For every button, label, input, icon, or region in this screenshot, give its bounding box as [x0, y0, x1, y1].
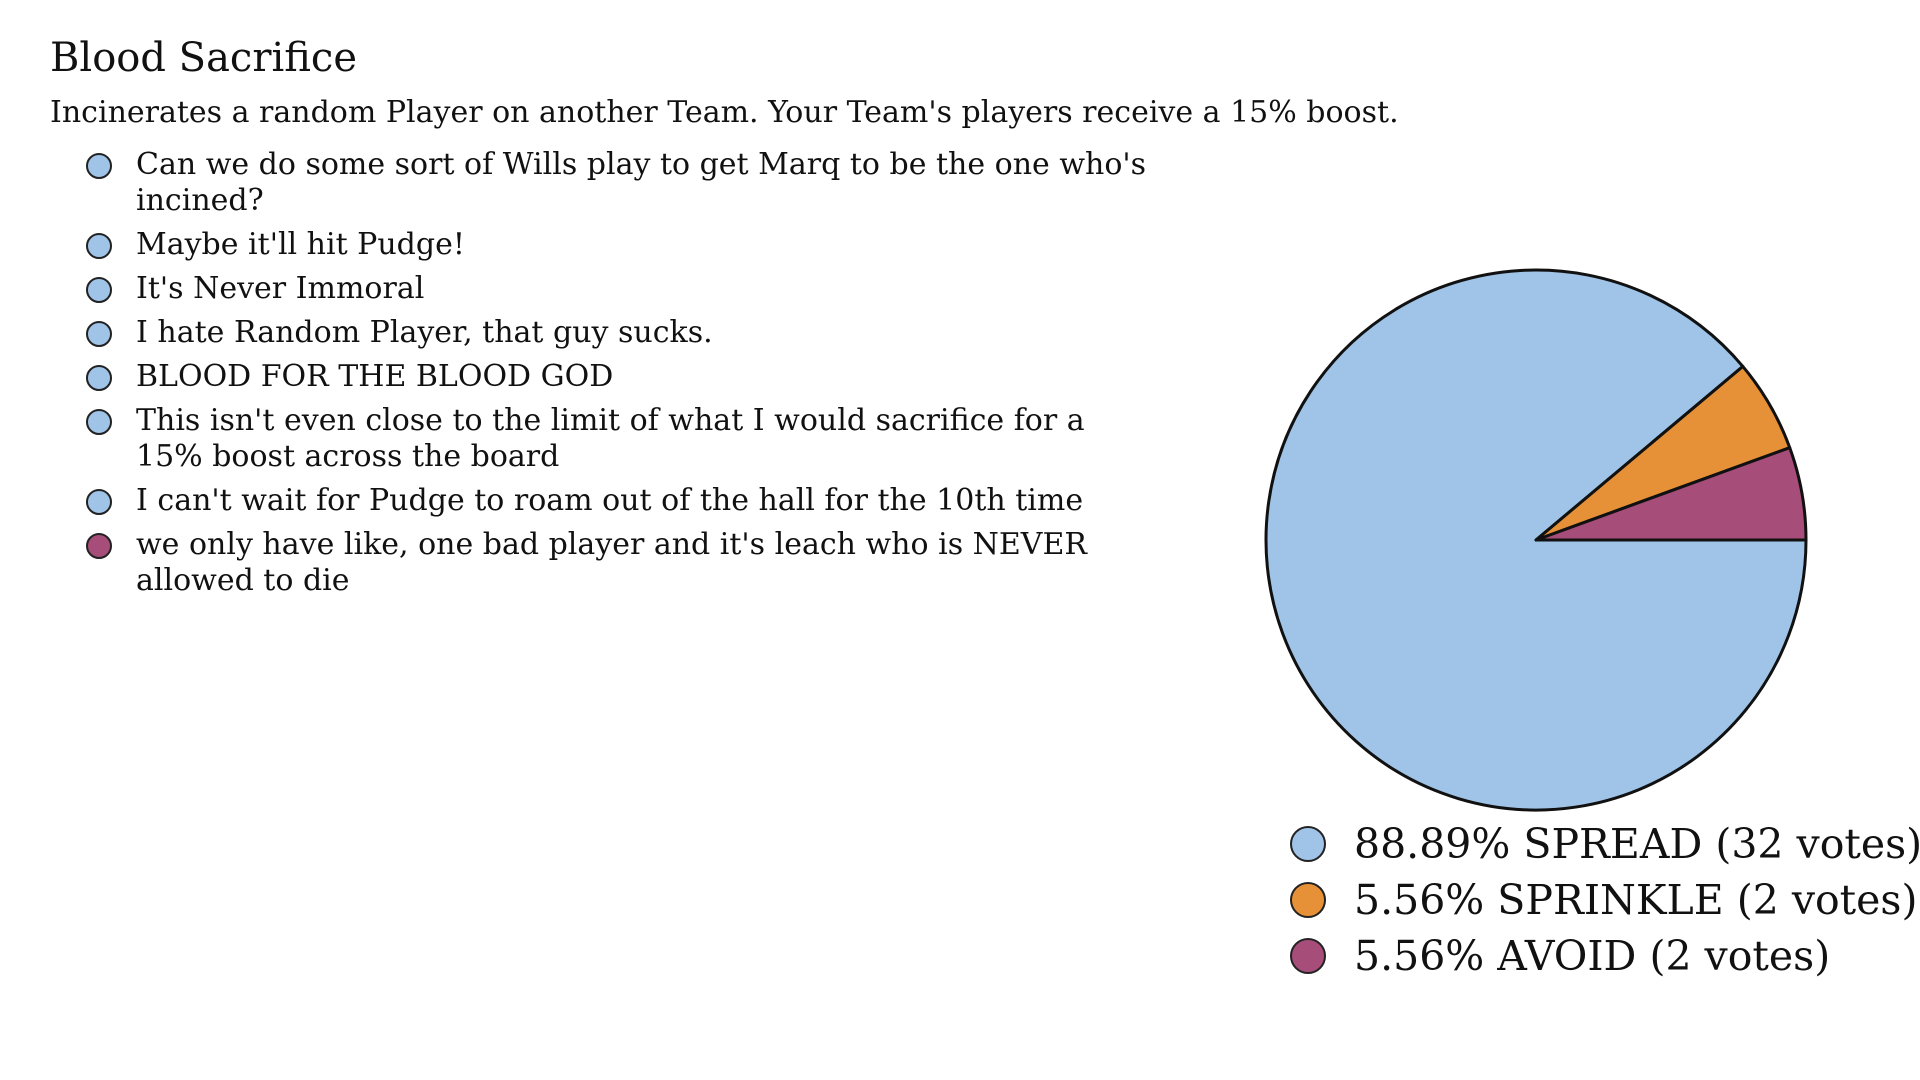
legend-item-sprinkle: 5.56% SPRINKLE (2 votes)	[1290, 872, 1920, 928]
vote-dot-icon	[86, 533, 112, 559]
vote-pie-chart	[1264, 268, 1808, 812]
legend-swatch-icon	[1290, 938, 1326, 974]
legend-label: 5.56% AVOID (2 votes)	[1354, 932, 1831, 980]
page-title: Blood Sacrifice	[50, 35, 357, 81]
legend-swatch-icon	[1290, 826, 1326, 862]
comment-text: I can't wait for Pudge to roam out of th…	[136, 483, 1084, 518]
comment-item: Maybe it'll hit Pudge!	[86, 227, 1156, 263]
comment-text: BLOOD FOR THE BLOOD GOD	[136, 359, 614, 394]
vote-dot-icon	[86, 365, 112, 391]
effect-description: Incinerates a random Player on another T…	[50, 95, 1399, 130]
legend-label: 88.89% SPREAD (32 votes)	[1354, 820, 1920, 868]
comment-text: It's Never Immoral	[136, 271, 425, 306]
comment-item: It's Never Immoral	[86, 271, 1156, 307]
vote-dot-icon	[86, 233, 112, 259]
vote-dot-icon	[86, 153, 112, 179]
legend-item-spread: 88.89% SPREAD (32 votes)	[1290, 816, 1920, 872]
vote-dot-icon	[86, 277, 112, 303]
comment-text: I hate Random Player, that guy sucks.	[136, 315, 713, 350]
comment-item: BLOOD FOR THE BLOOD GOD	[86, 359, 1156, 395]
legend-item-avoid: 5.56% AVOID (2 votes)	[1290, 928, 1920, 984]
legend-swatch-icon	[1290, 882, 1326, 918]
legend-label: 5.56% SPRINKLE (2 votes)	[1354, 876, 1918, 924]
vote-dot-icon	[86, 409, 112, 435]
comment-text: This isn't even close to the limit of wh…	[136, 403, 1085, 474]
comment-text: Can we do some sort of Wills play to get…	[136, 147, 1147, 218]
comment-item: This isn't even close to the limit of wh…	[86, 403, 1156, 475]
comment-text: we only have like, one bad player and it…	[136, 527, 1087, 598]
comment-item: I hate Random Player, that guy sucks.	[86, 315, 1156, 351]
comment-item: we only have like, one bad player and it…	[86, 527, 1156, 599]
comment-text: Maybe it'll hit Pudge!	[136, 227, 465, 262]
comment-item: Can we do some sort of Wills play to get…	[86, 147, 1156, 219]
vote-dot-icon	[86, 321, 112, 347]
comment-item: I can't wait for Pudge to roam out of th…	[86, 483, 1156, 519]
pie-slice-avoid	[1534, 446, 1808, 542]
vote-dot-icon	[86, 489, 112, 515]
comment-list: Can we do some sort of Wills play to get…	[86, 147, 1156, 607]
chart-legend: 88.89% SPREAD (32 votes) 5.56% SPRINKLE (…	[1290, 816, 1920, 984]
